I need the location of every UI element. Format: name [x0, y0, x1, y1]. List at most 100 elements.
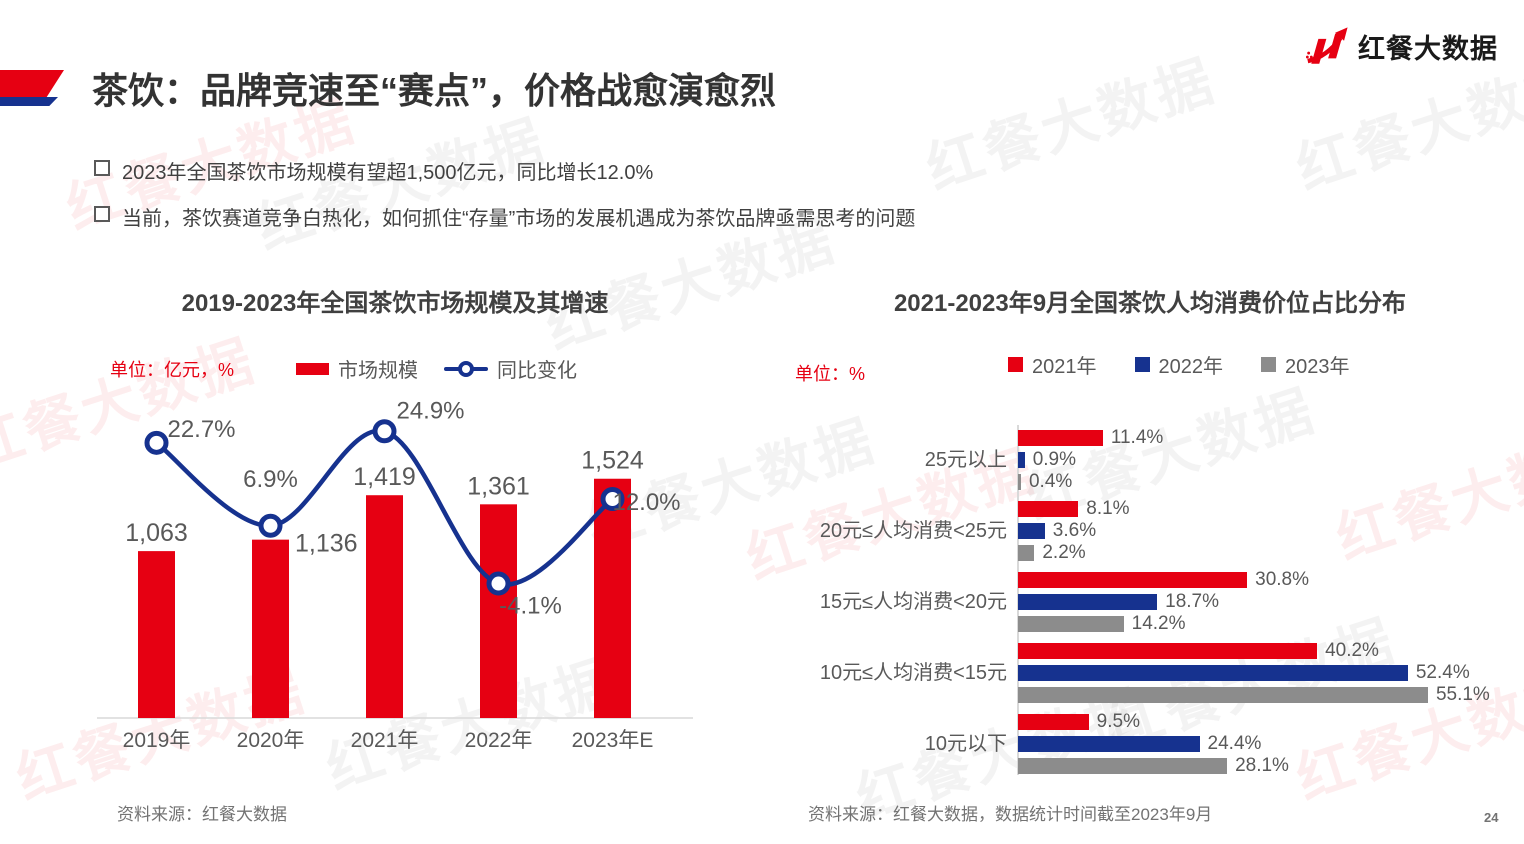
price-bar-value-label: 24.4% — [1207, 733, 1262, 754]
category-label: 20元≤人均消费<25元 — [819, 520, 1007, 542]
price-bar-2023年 — [1018, 474, 1021, 490]
brand-logo-text: 红餐大数据 — [1358, 33, 1498, 64]
x-axis-label: 2022年 — [465, 729, 533, 752]
price-bar-2022年 — [1018, 594, 1158, 610]
bar-value-label: 1,361 — [467, 472, 530, 500]
price-bar-2021年 — [1018, 501, 1079, 517]
legend-line-marker-icon — [444, 360, 488, 378]
title-accent-blue-shape — [0, 97, 58, 106]
market-bar — [480, 504, 517, 718]
price-bar-2023年 — [1018, 616, 1124, 632]
price-bar-2022年 — [1018, 452, 1025, 468]
price-bar-2023年 — [1018, 758, 1228, 774]
price-bar-value-label: 28.1% — [1235, 755, 1289, 776]
price-bar-value-label: 9.5% — [1096, 711, 1140, 732]
yoy-value-label: 24.9% — [396, 400, 464, 424]
legend-swatch-red — [296, 362, 329, 375]
price-chart-source: 资料来源：红餐大数据，数据统计时间截至2023年9月 — [808, 805, 1213, 824]
yoy-value-label: 12.0% — [612, 489, 680, 516]
page-number: 24 — [1484, 810, 1499, 825]
yoy-line-marker — [372, 419, 397, 444]
x-axis-label: 2020年 — [237, 729, 305, 752]
price-bar-2023年 — [1018, 687, 1428, 703]
category-label: 15元≤人均消费<20元 — [819, 591, 1007, 613]
x-axis-label: 2023年E — [572, 729, 654, 752]
price-bar-value-label: 55.1% — [1435, 684, 1490, 705]
market-chart-title: 2019-2023年全国茶饮市场规模及其增速 — [181, 290, 609, 317]
market-chart-unit-label: 单位：亿元，% — [110, 360, 235, 380]
legend-label: 2021年 — [1032, 356, 1097, 378]
bullet-square-icon — [94, 206, 110, 222]
yoy-value-label: 6.9% — [243, 466, 298, 493]
price-chart-title: 2021-2023年9月全国茶饮人均消费价位占比分布 — [893, 290, 1407, 317]
price-bar-value-label: 8.1% — [1086, 498, 1130, 519]
price-bar-2021年 — [1018, 643, 1318, 659]
category-label: 25元以上 — [924, 449, 1007, 471]
market-chart-legend: 市场规模 同比变化 — [296, 354, 577, 383]
x-axis-label: 2021年 — [351, 729, 419, 752]
bullet-text: 当前，茶饮赛道竞争白热化，如何抓住“存量”市场的发展机遇成为茶饮品牌亟需思考的问… — [122, 208, 916, 230]
title-accent-red-shape — [0, 70, 64, 98]
price-chart-legend: 2021年 2022年 2023年 — [1008, 350, 1350, 379]
bullet-item: 当前，茶饮赛道竞争白热化，如何抓住“存量”市场的发展机遇成为茶饮品牌亟需思考的问… — [94, 202, 915, 231]
brand-logo-icon — [1306, 27, 1348, 64]
price-bar-value-label: 2.2% — [1042, 542, 1086, 563]
price-chart-unit-label: 单位：% — [795, 364, 866, 384]
bullet-text: 2023年全国茶饮市场规模有望超1,500亿元，同比增长12.0% — [122, 162, 654, 184]
yoy-line-marker — [600, 487, 625, 511]
price-bar-2023年 — [1018, 545, 1035, 561]
legend-label: 市场规模 — [338, 360, 418, 382]
market-bar — [138, 551, 175, 718]
legend-item-2021: 2021年 — [1008, 350, 1097, 379]
market-bar — [252, 539, 289, 718]
watermark-text: 红餐大数据 — [918, 47, 1224, 201]
yoy-line-marker — [258, 513, 283, 538]
brand-logo: 红餐大数据 — [1306, 26, 1498, 66]
price-bar-value-label: 52.4% — [1415, 662, 1470, 683]
price-bar-2022年 — [1018, 736, 1200, 752]
price-bar-2021年 — [1018, 430, 1103, 446]
category-label: 10元以下 — [924, 733, 1007, 755]
legend-label: 2023年 — [1285, 356, 1350, 378]
price-bar-value-label: 18.7% — [1165, 591, 1219, 612]
bar-value-label: 1,136 — [295, 530, 358, 558]
price-bar-value-label: 0.4% — [1028, 471, 1073, 492]
price-bar-value-label: 40.2% — [1325, 640, 1379, 661]
legend-swatch-blue — [1134, 357, 1150, 372]
bar-value-label: 1,063 — [125, 519, 188, 547]
x-axis-label: 2019年 — [123, 729, 191, 752]
price-bar-2022年 — [1018, 523, 1045, 539]
market-bar — [366, 495, 403, 718]
yoy-line-marker — [144, 430, 169, 455]
price-bar-2021年 — [1018, 714, 1089, 730]
legend-label: 2022年 — [1158, 356, 1224, 378]
yoy-value-label: -4.1% — [499, 593, 562, 620]
yoy-line-marker — [486, 571, 511, 596]
market-chart-source: 资料来源：红餐大数据 — [117, 805, 287, 824]
price-bar-2021年 — [1018, 572, 1248, 588]
legend-item-yoy-change: 同比变化 — [444, 354, 577, 383]
bar-value-label: 1,419 — [353, 463, 416, 491]
legend-label: 同比变化 — [497, 360, 577, 382]
bullet-list: 2023年全国茶饮市场规模有望超1,500亿元，同比增长12.0% 当前，茶饮赛… — [94, 156, 915, 248]
price-bar-value-label: 14.2% — [1131, 613, 1186, 634]
price-bar-value-label: 30.8% — [1255, 569, 1310, 590]
legend-item-2022: 2022年 — [1134, 350, 1224, 379]
bar-value-label: 1,524 — [581, 447, 644, 475]
bullet-square-icon — [94, 160, 110, 176]
legend-item-market-size: 市场规模 — [296, 354, 418, 383]
price-bar-value-label: 0.9% — [1032, 449, 1076, 470]
price-bar-value-label: 3.6% — [1052, 520, 1097, 541]
bullet-item: 2023年全国茶饮市场规模有望超1,500亿元，同比增长12.0% — [94, 156, 915, 185]
yoy-value-label: 22.7% — [167, 416, 235, 443]
legend-swatch-red — [1008, 357, 1023, 372]
market-bar — [594, 478, 631, 718]
page-title: 茶饮：品牌竞速至“赛点”，价格战愈演愈烈 — [92, 70, 777, 111]
category-label: 10元≤人均消费<15元 — [819, 662, 1007, 684]
legend-swatch-gray — [1261, 357, 1276, 372]
market-chart-canvas: 1,063 2019年 1,136 2020年 1,419 2021年 1,361 2022年… — [97, 400, 693, 752]
legend-item-2023: 2023年 — [1261, 350, 1350, 379]
price-bar-value-label: 11.4% — [1110, 427, 1164, 448]
price-chart-canvas: 25元以上 11.4% 0.9% 0.4% 20元≤人均消费<25元 8.1% 3.6% 2.… — [795, 420, 1505, 780]
